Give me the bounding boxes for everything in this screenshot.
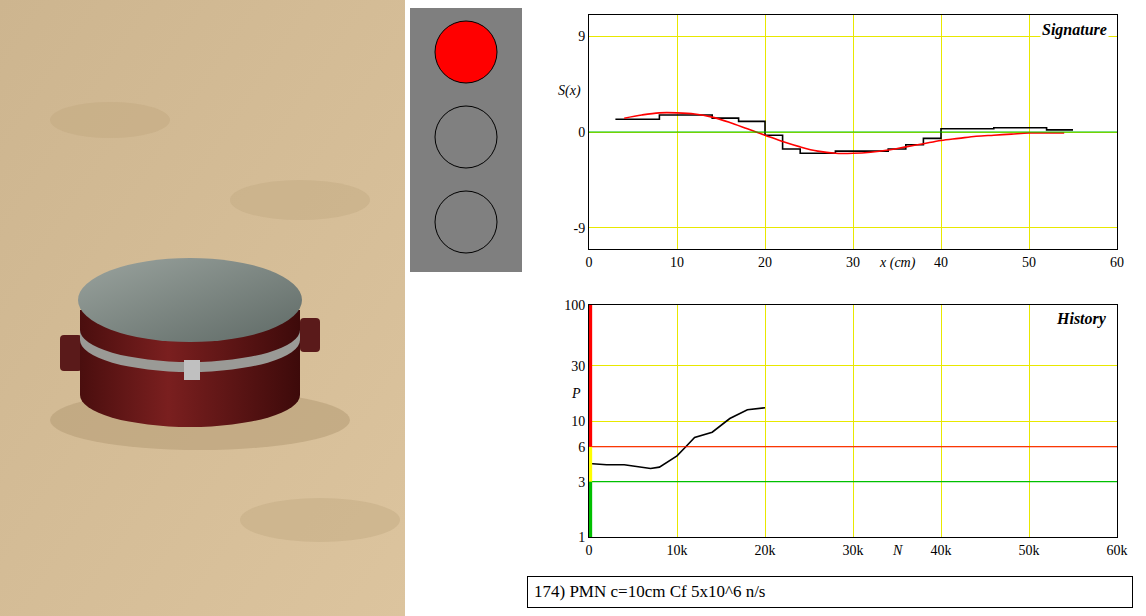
- svg-text:10: 10: [670, 255, 684, 270]
- svg-text:30k: 30k: [843, 543, 864, 558]
- svg-text:40k: 40k: [931, 543, 952, 558]
- svg-text:-9: -9: [574, 221, 586, 236]
- svg-text:40: 40: [934, 255, 948, 270]
- svg-text:9: 9: [578, 29, 585, 44]
- svg-text:10: 10: [571, 414, 585, 429]
- svg-text:10k: 10k: [667, 543, 688, 558]
- svg-text:S(x): S(x): [558, 83, 581, 99]
- svg-text:6: 6: [578, 440, 585, 455]
- svg-text:N: N: [892, 543, 903, 558]
- svg-text:x (cm): x (cm): [879, 255, 916, 271]
- svg-text:3: 3: [578, 475, 585, 490]
- svg-text:30: 30: [571, 359, 585, 374]
- svg-text:0: 0: [586, 543, 593, 558]
- svg-text:20k: 20k: [755, 543, 776, 558]
- svg-text:0: 0: [586, 255, 593, 270]
- svg-text:History: History: [1056, 310, 1107, 328]
- svg-text:60k: 60k: [1107, 543, 1128, 558]
- svg-text:20: 20: [758, 255, 772, 270]
- html-text:174) PMN c=10cm Cf 5x10^6 n/s: 174) PMN c=10cm Cf 5x10^6 n/s: [534, 582, 766, 601]
- svg-text:1: 1: [578, 530, 585, 545]
- svg-text:50k: 50k: [1019, 543, 1040, 558]
- svg-text:0: 0: [578, 125, 585, 140]
- svg-text:60: 60: [1110, 255, 1124, 270]
- svg-text:Signature: Signature: [1042, 21, 1107, 39]
- svg-text:30: 30: [846, 255, 860, 270]
- svg-text:P: P: [571, 386, 581, 401]
- svg-text:100: 100: [564, 298, 585, 313]
- svg-text:50: 50: [1022, 255, 1036, 270]
